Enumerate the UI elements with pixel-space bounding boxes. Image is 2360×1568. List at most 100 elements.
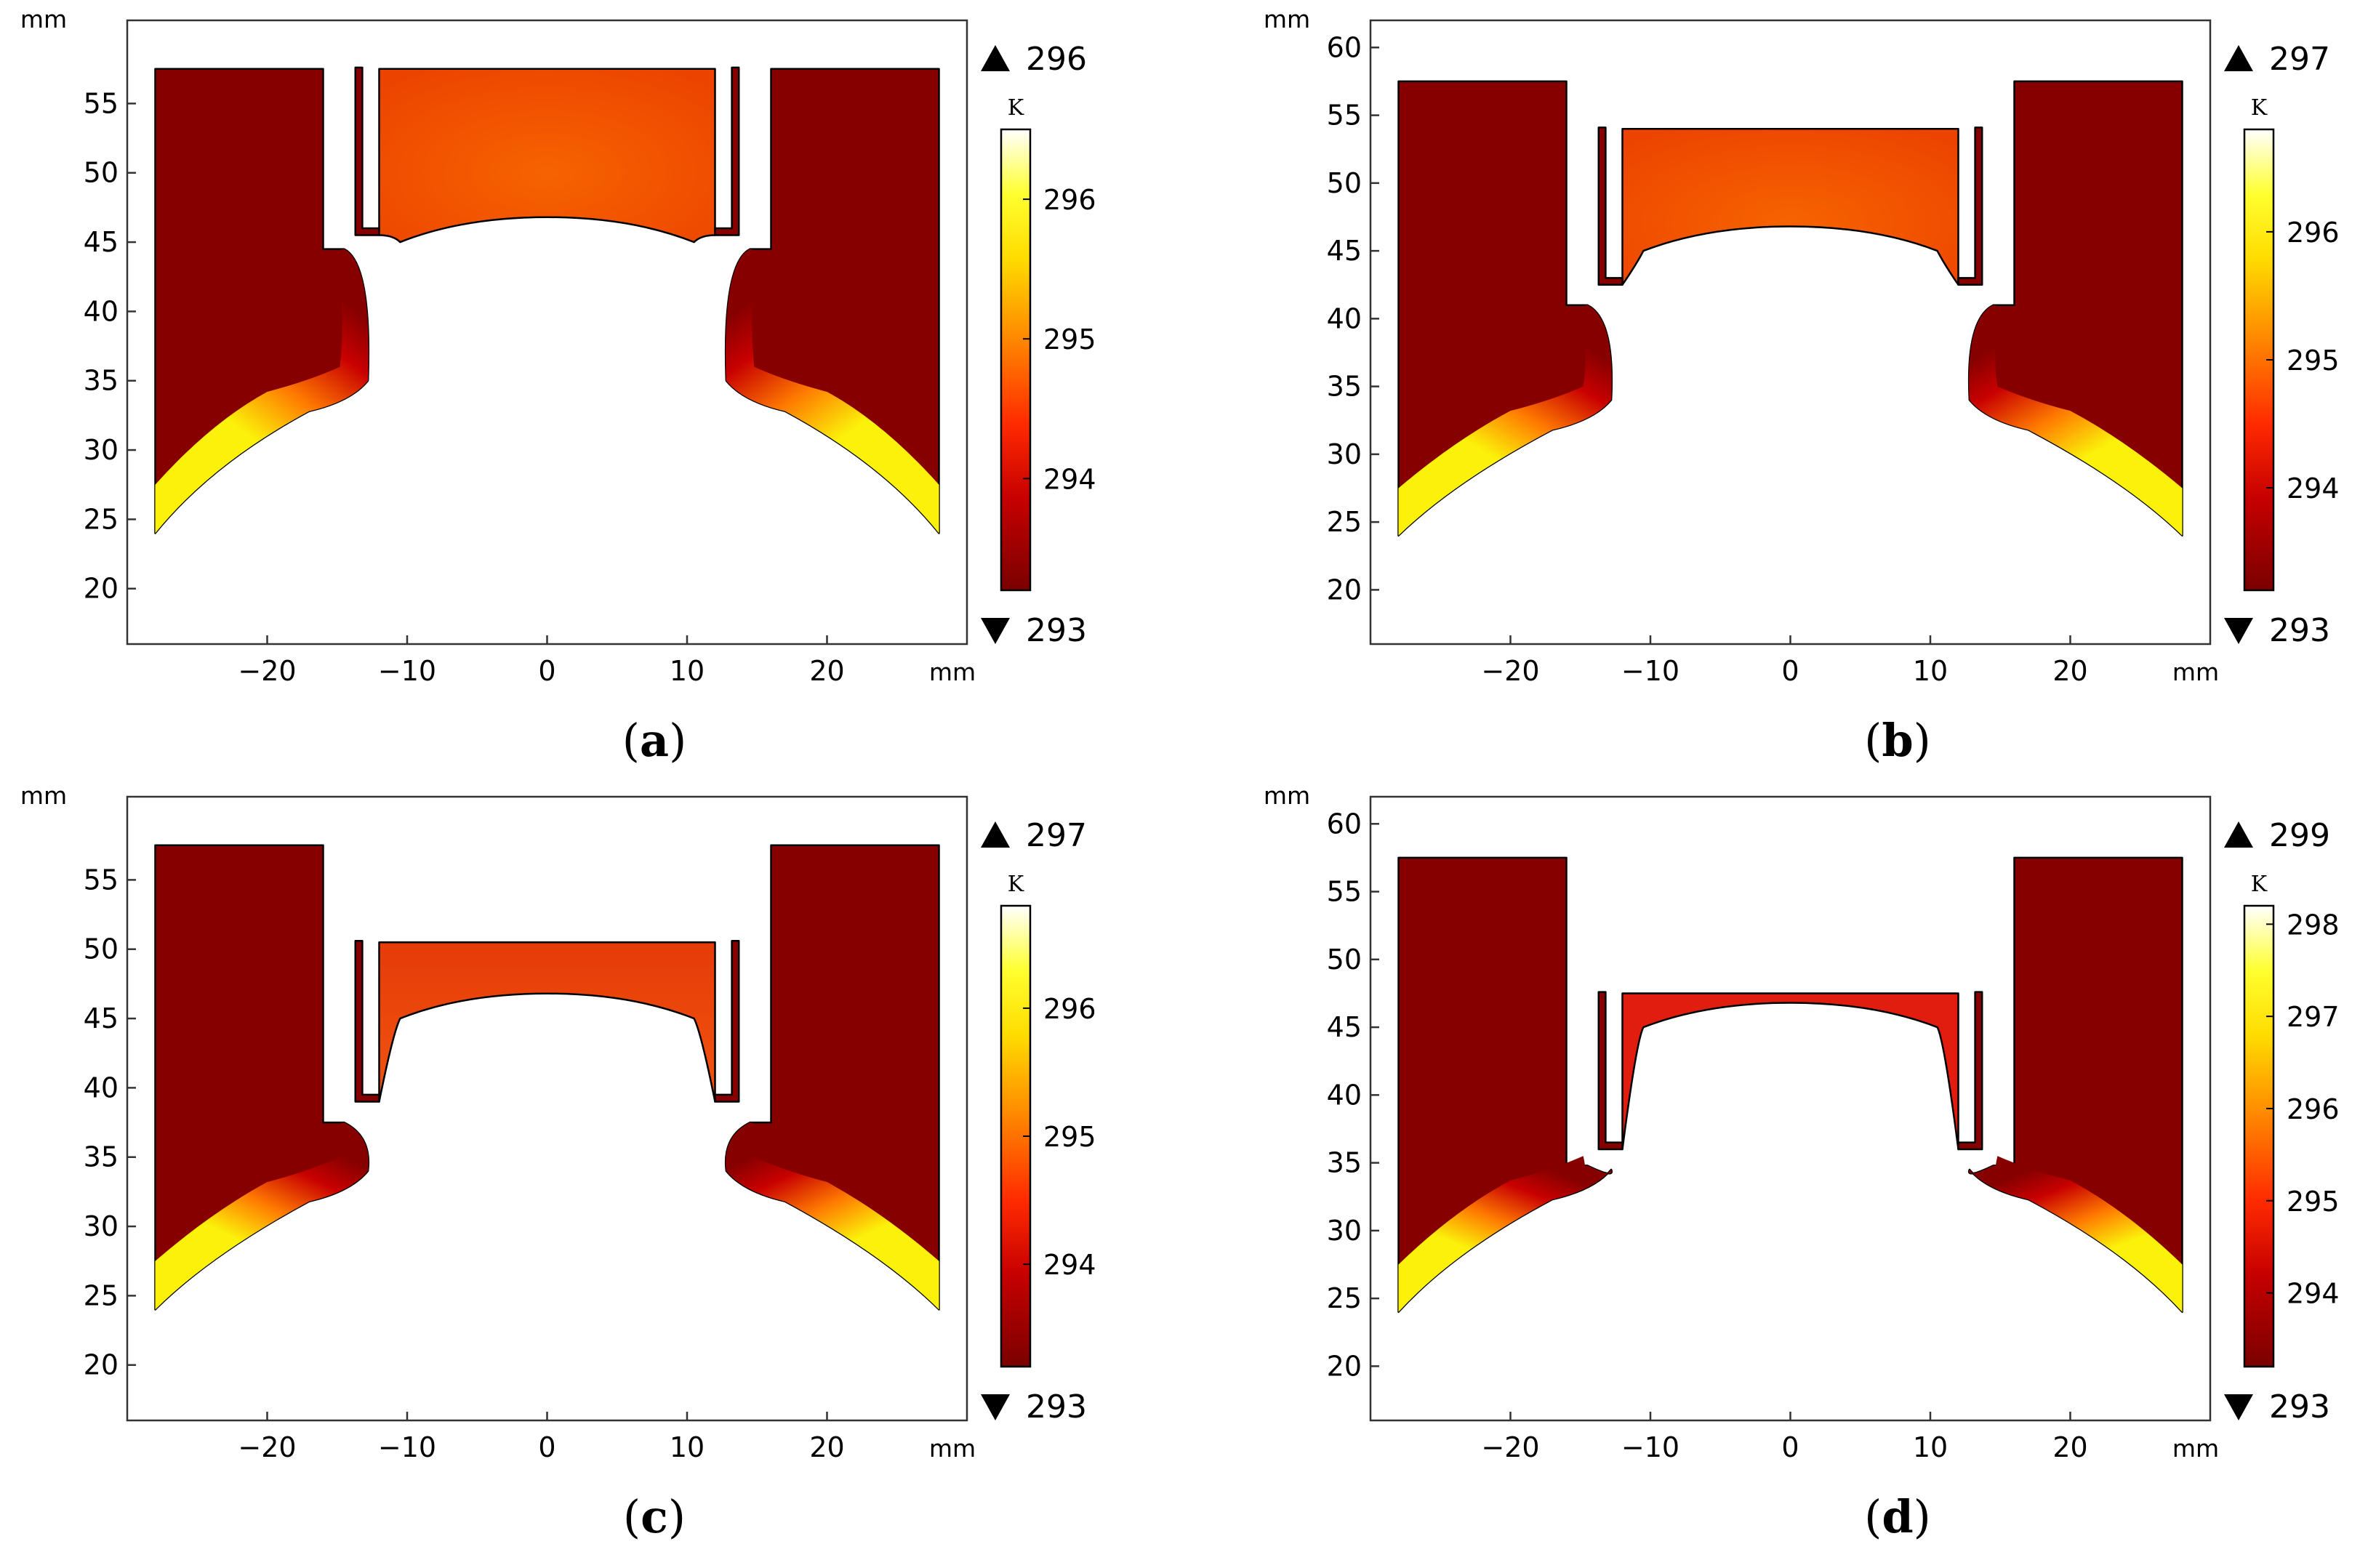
guide-rail-right	[714, 940, 740, 1103]
y-tick-label: 25	[84, 1279, 119, 1311]
colorbar-tick-label: 295	[1043, 1121, 1096, 1153]
colorbar-tick-label: 294	[2287, 473, 2340, 504]
min-value: 293	[1026, 1388, 1087, 1426]
y-tick-label: 40	[84, 1072, 119, 1103]
y-unit-label: mm	[20, 5, 67, 33]
y-tick-label: 30	[1327, 438, 1362, 470]
y-tick-label: 50	[1327, 944, 1362, 976]
x-unit-label: mm	[929, 658, 976, 686]
caption-letter: a	[640, 714, 669, 767]
upper-plug	[1621, 992, 1959, 1151]
y-tick-label: 20	[1327, 574, 1362, 606]
colorbar-tick-label: 298	[2287, 909, 2340, 941]
max-value: 297	[2269, 41, 2330, 78]
y-tick-label: 50	[84, 933, 119, 965]
min-value: 293	[2269, 1388, 2330, 1426]
x-tick-label: −20	[238, 655, 296, 687]
hot-band-right	[726, 249, 939, 534]
guide-rail-left	[354, 940, 380, 1103]
y-tick-label: 40	[84, 295, 119, 327]
x-unit-label: mm	[2172, 1434, 2219, 1463]
x-tick-label: 10	[670, 1431, 705, 1463]
y-tick-label: 55	[1327, 876, 1362, 908]
colorbar-tick-label: 294	[1043, 1249, 1096, 1281]
min-value: 293	[2269, 612, 2330, 649]
hot-band-left	[155, 249, 369, 534]
max-triangle-icon	[2224, 45, 2253, 71]
caption-close-paren: )	[669, 714, 686, 767]
x-tick-label: 20	[809, 655, 844, 687]
x-tick-label: 0	[1781, 655, 1799, 687]
y-tick-label: 45	[84, 226, 119, 258]
caption-open-paren: (	[1864, 1490, 1882, 1543]
y-unit-label: mm	[1264, 781, 1310, 810]
y-tick-label: 50	[1327, 167, 1362, 199]
guide-rail-left	[1597, 126, 1623, 286]
y-unit-label: mm	[20, 781, 67, 810]
caption-close-paren: )	[1914, 1490, 1931, 1543]
max-triangle-icon	[981, 45, 1010, 71]
x-tick-label: 0	[538, 1431, 555, 1463]
y-tick-label: 60	[1327, 808, 1362, 840]
y-tick-label: 30	[84, 434, 119, 466]
y-unit-label: mm	[1264, 5, 1310, 33]
x-tick-label: 20	[2052, 1431, 2087, 1463]
guide-rail-right	[1957, 991, 1983, 1151]
x-tick-label: 20	[2052, 655, 2087, 687]
panel-c: −20 −10 0 10 20 20 25 30 35 40 45 50 55 mm mm K 294 295 29…	[20, 781, 1096, 1543]
min-triangle-icon	[2224, 618, 2253, 644]
colorbar-tick-label: 294	[2287, 1278, 2340, 1310]
min-triangle-icon	[2224, 1394, 2253, 1420]
y-tick-label: 55	[1327, 100, 1362, 132]
colorbar-tick-label: 296	[1043, 993, 1096, 1025]
x-tick-label: −20	[238, 1431, 296, 1463]
max-value: 299	[2269, 817, 2330, 854]
x-tick-label: 0	[1781, 1431, 1799, 1463]
colorbar	[1000, 128, 1032, 592]
min-value: 293	[1026, 612, 1087, 649]
guide-rail-left	[1597, 991, 1623, 1151]
hot-band-left	[1398, 305, 1612, 536]
hot-band-right	[1969, 305, 2183, 536]
x-tick-label: 10	[1913, 1431, 1948, 1463]
guide-rail-left	[354, 66, 380, 236]
panel-caption: (a)	[622, 714, 687, 767]
y-tick-label: 35	[1327, 371, 1362, 403]
min-triangle-icon	[981, 1394, 1010, 1420]
x-tick-label: −10	[378, 655, 436, 687]
y-tick-label: 25	[84, 503, 119, 535]
x-tick-label: −20	[1481, 655, 1539, 687]
y-tick-label: 40	[1327, 1079, 1362, 1111]
colorbar-unit-label: K	[2251, 872, 2268, 897]
colorbar-tick-label: 295	[1043, 323, 1096, 355]
colorbar-unit-label: K	[2251, 95, 2268, 121]
y-tick-label: 45	[84, 1002, 119, 1034]
colorbar	[2243, 904, 2275, 1368]
y-tick-label: 45	[1327, 235, 1362, 267]
min-triangle-icon	[981, 618, 1010, 644]
colorbar-tick-label: 297	[2287, 1001, 2340, 1033]
panel-a: −20 −10 0 10 20 20 25 30 35 40 45 50 55 mm mm K 294 295 29…	[20, 5, 1096, 767]
colorbar-tick-label: 295	[2287, 1186, 2340, 1218]
hot-band-right	[1969, 1156, 2183, 1312]
y-tick-label: 55	[84, 864, 119, 896]
upper-plug	[378, 68, 716, 244]
x-unit-label: mm	[929, 1434, 976, 1463]
caption-letter: b	[1882, 714, 1913, 767]
y-tick-label: 20	[84, 1349, 119, 1381]
hot-band-left	[155, 1122, 369, 1310]
max-value: 297	[1026, 817, 1087, 854]
y-tick-label: 60	[1327, 31, 1362, 63]
colorbar-tick-label: 296	[1043, 184, 1096, 216]
colorbar-tick-label: 296	[2287, 217, 2340, 249]
y-tick-label: 35	[84, 365, 119, 397]
caption-open-paren: (	[1864, 714, 1882, 767]
x-tick-label: 20	[809, 1431, 844, 1463]
upper-plug	[1621, 127, 1959, 286]
hot-band-right	[726, 1122, 939, 1310]
max-triangle-icon	[981, 821, 1010, 848]
caption-close-paren: )	[1914, 714, 1931, 767]
caption-open-paren: (	[623, 1490, 641, 1543]
x-unit-label: mm	[2172, 658, 2219, 686]
y-tick-label: 25	[1327, 1282, 1362, 1314]
